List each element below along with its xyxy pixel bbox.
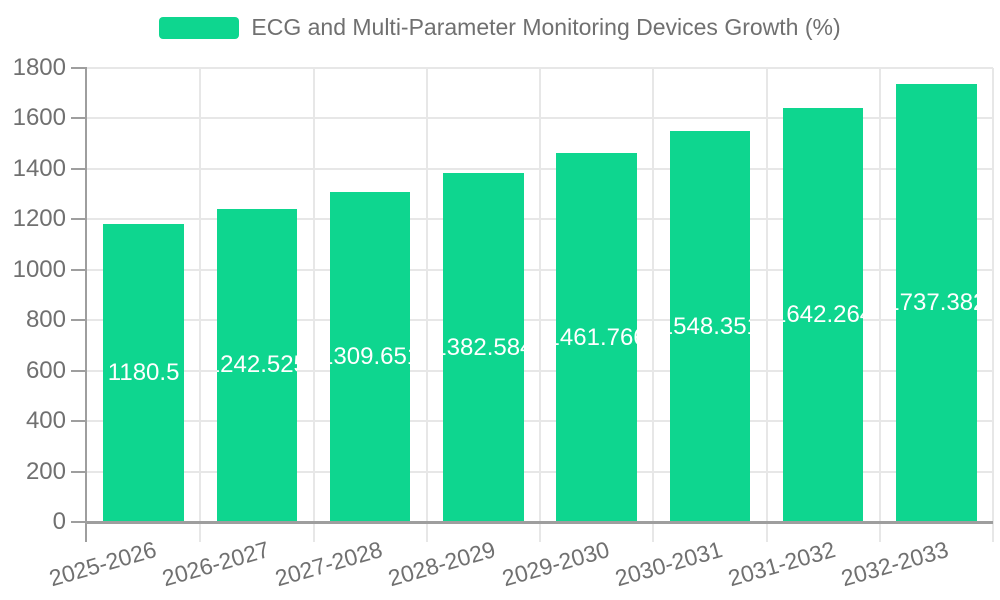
x-tick-label: 2026-2027 <box>159 536 273 592</box>
y-tick-label: 1600 <box>12 104 66 132</box>
y-tick-label: 800 <box>25 306 66 334</box>
bar-value-label: 1548.351 <box>670 312 750 340</box>
v-gridline <box>539 68 541 542</box>
y-tick-label: 1400 <box>12 154 66 182</box>
x-tick-label: 2032-2033 <box>838 536 952 592</box>
y-tick-mark <box>71 470 87 473</box>
bar-value-label: 1642.264 <box>783 300 863 328</box>
y-tick-mark <box>71 218 87 221</box>
bar-2028-2029: 1382.584 <box>443 173 524 522</box>
v-gridline <box>652 68 655 542</box>
bar-2032-2033: 1737.382 <box>896 83 977 522</box>
x-tick-label: 2031-2032 <box>725 536 839 592</box>
x-axis-line <box>87 520 993 524</box>
x-tick-label: 2025-2026 <box>45 536 159 592</box>
v-gridline <box>199 68 202 542</box>
y-tick-mark <box>71 167 87 170</box>
x-tick-label: 2030-2031 <box>612 536 726 592</box>
bar-value-label: 1309.651 <box>330 342 410 370</box>
y-tick-label: 1200 <box>12 205 66 233</box>
bar-2025-2026: 1180.5 <box>103 224 184 522</box>
bar-2029-2030: 1461.766 <box>556 153 637 522</box>
y-tick-mark <box>71 420 87 423</box>
y-tick-label: 600 <box>25 356 66 384</box>
y-tick-label: 400 <box>25 407 66 435</box>
legend-label: ECG and Multi-Parameter Monitoring Devic… <box>251 14 841 40</box>
bar-2031-2032: 1642.264 <box>782 107 864 522</box>
y-tick-label: 0 <box>52 508 66 535</box>
bar-2027-2028: 1309.651 <box>329 191 411 522</box>
y-tick-mark <box>71 67 87 69</box>
bar-value-label: 1461.766 <box>556 323 636 351</box>
y-tick-mark <box>71 521 87 523</box>
y-tick-label: 1000 <box>12 255 66 283</box>
v-gridline <box>878 68 881 542</box>
bar-2030-2031: 1548.351 <box>669 131 751 522</box>
legend-item[interactable]: ECG and Multi-Parameter Monitoring Devic… <box>0 14 1000 41</box>
legend-swatch-icon <box>159 16 240 39</box>
v-gridline <box>425 68 428 542</box>
bar-value-label: 1242.525 <box>217 351 297 379</box>
y-tick-mark <box>71 268 87 271</box>
x-tick-label: 2029-2030 <box>498 536 612 592</box>
v-gridline <box>312 68 315 542</box>
x-tick-label: 2028-2029 <box>385 536 499 592</box>
x-tick-label: 2027-2028 <box>272 536 386 592</box>
v-gridline <box>992 68 994 542</box>
bar-value-label: 1382.584 <box>443 333 523 361</box>
y-axis-line <box>85 68 87 542</box>
y-tick-mark <box>71 117 87 120</box>
y-tick-label: 200 <box>25 457 66 485</box>
bar-2026-2027: 1242.525 <box>216 208 298 522</box>
v-gridline <box>765 68 768 542</box>
y-tick-mark <box>71 319 87 322</box>
plot-area: 0 200 400 600 800 1000 1200 1400 1600 1800 1180.5 1… <box>13 54 994 591</box>
bar-value-label: 1180.5 <box>107 359 180 387</box>
y-tick-label: 1800 <box>12 54 66 81</box>
bar-value-label: 1737.382 <box>896 288 976 316</box>
y-tick-mark <box>71 369 87 372</box>
